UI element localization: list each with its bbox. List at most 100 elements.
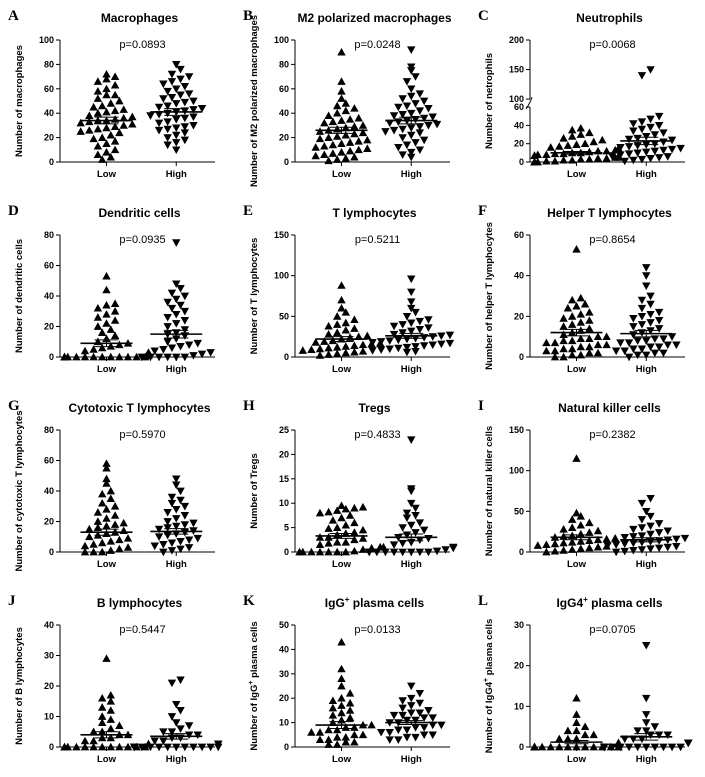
data-point-low — [106, 152, 115, 161]
data-point-high — [154, 119, 164, 128]
data-point-high — [419, 724, 429, 732]
data-point-low — [533, 541, 542, 549]
x-category-label: Low — [332, 559, 352, 570]
data-point-low — [102, 479, 111, 487]
data-point-high — [667, 333, 677, 341]
data-point-high — [419, 714, 429, 722]
data-point-low — [363, 135, 372, 144]
data-point-low — [530, 742, 539, 751]
data-point-high — [398, 704, 407, 713]
data-point-low — [333, 312, 342, 320]
data-point-high — [650, 131, 660, 139]
data-point-low — [132, 352, 141, 361]
y-tick-label: 30 — [44, 651, 54, 661]
data-point-low — [337, 637, 346, 646]
data-point-low — [106, 546, 115, 554]
data-point-high — [402, 733, 412, 742]
data-point-low — [328, 117, 338, 126]
data-point-high — [180, 743, 190, 752]
data-point-low — [328, 696, 338, 704]
data-point-high — [180, 307, 190, 316]
y-tick-label: 60 — [279, 84, 289, 94]
data-point-high — [150, 347, 159, 356]
data-point-high — [130, 743, 139, 752]
panel-l: L IgG4+ plasma cells p=0.0705 Number of IgG… — [478, 593, 693, 765]
data-point-high — [172, 146, 181, 154]
data-point-high — [650, 147, 660, 156]
data-point-high — [172, 139, 181, 147]
data-point-low — [98, 101, 107, 110]
data-point-high — [642, 282, 651, 291]
data-point-high — [146, 112, 155, 120]
data-point-low — [354, 113, 363, 122]
x-category-label: High — [401, 364, 422, 375]
data-point-low — [576, 350, 585, 359]
data-point-high — [394, 344, 403, 353]
data-point-high — [407, 124, 416, 133]
data-point-high — [633, 337, 642, 345]
data-point-high — [659, 743, 668, 752]
data-point-low — [115, 128, 124, 137]
data-point-low — [593, 340, 603, 349]
data-point-high — [163, 508, 172, 517]
data-point-low — [350, 518, 359, 527]
x-category-label: Low — [567, 559, 587, 570]
panel-title: IgG+ plasma cells — [325, 595, 425, 610]
y-tick-label: 100 — [274, 35, 289, 45]
data-point-high — [684, 739, 693, 748]
data-point-high — [646, 327, 655, 335]
data-point-high — [441, 546, 450, 554]
data-point-low — [593, 542, 603, 551]
data-point-high — [629, 156, 638, 165]
data-point-low — [110, 299, 120, 307]
y-tick-label: 40 — [279, 644, 289, 654]
data-point-high — [437, 332, 446, 341]
data-point-low — [337, 681, 346, 690]
data-point-high — [368, 347, 377, 355]
y-axis-label: Number of macrophages — [14, 45, 25, 157]
panel-title: Cytotoxic T lymphocytes — [68, 401, 210, 415]
data-point-high — [385, 345, 394, 354]
data-point-low — [298, 547, 307, 556]
x-category-label: Low — [97, 169, 117, 180]
data-point-high — [437, 721, 446, 730]
data-point-high — [415, 536, 425, 544]
panel-i: I Natural killer cells p=0.2382 Number of n… — [478, 398, 690, 570]
data-point-low — [568, 350, 577, 359]
data-point-low — [324, 725, 333, 734]
data-point-low — [350, 546, 359, 555]
data-point-low — [115, 544, 124, 553]
data-point-high — [154, 126, 164, 135]
data-point-low — [337, 281, 346, 289]
data-point-high — [646, 292, 655, 301]
data-point-low — [315, 735, 325, 744]
data-point-high — [184, 73, 194, 81]
data-point-high — [415, 107, 425, 115]
data-point-high — [368, 339, 377, 347]
data-point-low — [350, 324, 359, 332]
data-point-low — [324, 156, 333, 165]
data-point-high — [167, 93, 177, 102]
data-point-low — [85, 126, 94, 134]
data-point-low — [85, 117, 94, 126]
data-point-high — [654, 154, 664, 162]
y-tick-label: 40 — [514, 120, 524, 130]
data-point-high — [646, 300, 655, 309]
data-point-low — [333, 320, 342, 328]
data-point-low — [559, 525, 568, 533]
data-point-low — [102, 474, 111, 483]
data-point-low — [328, 718, 338, 726]
data-point-low — [345, 511, 355, 519]
data-point-low — [354, 137, 363, 145]
data-point-high — [163, 87, 172, 96]
data-point-low — [593, 535, 603, 544]
data-point-high — [172, 481, 181, 490]
data-point-high — [398, 125, 407, 134]
data-point-low — [93, 94, 103, 102]
p-value: p=0.8654 — [589, 234, 635, 246]
y-tick-label: 100 — [509, 94, 524, 104]
data-point-low — [345, 706, 355, 714]
data-point-high — [659, 129, 668, 137]
data-point-low — [93, 77, 103, 85]
data-point-low — [546, 143, 555, 151]
